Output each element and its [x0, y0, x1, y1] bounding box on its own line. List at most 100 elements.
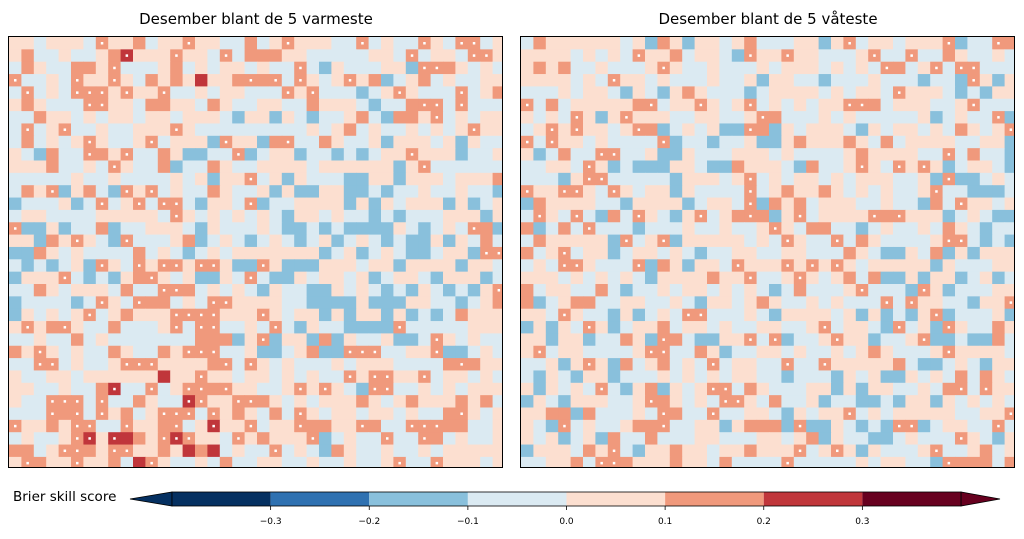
significance-dot	[76, 79, 79, 82]
grid-cell	[880, 432, 894, 446]
grid-cell	[558, 86, 572, 100]
grid-cell	[33, 333, 47, 347]
grid-cell	[917, 444, 931, 458]
grid-cell	[343, 222, 357, 236]
significance-dot	[972, 79, 975, 82]
grid-cell	[480, 172, 494, 186]
grid-cell	[545, 86, 559, 100]
grid-cell	[455, 308, 469, 322]
grid-cell	[620, 333, 634, 347]
significance-dot	[435, 338, 439, 341]
grid-cell	[620, 49, 634, 63]
grid-cell	[657, 49, 671, 63]
grid-cell	[607, 197, 621, 211]
grid-cell	[294, 246, 308, 260]
significance-dot	[774, 338, 777, 341]
grid-cell	[430, 209, 444, 223]
significance-dot	[88, 437, 91, 440]
grid-cell	[731, 185, 745, 199]
grid-cell	[182, 370, 196, 384]
grid-cell	[632, 419, 646, 433]
grid-cell	[120, 432, 134, 446]
grid-cell	[744, 111, 758, 124]
grid-cell	[83, 209, 97, 223]
grid-cell	[356, 456, 370, 467]
grid-cell	[570, 456, 584, 467]
grid-cell	[108, 222, 122, 236]
grid-cell	[405, 382, 419, 396]
grid-cell	[418, 135, 432, 149]
significance-dot	[612, 153, 616, 156]
grid-cell	[331, 123, 345, 137]
grid-cell	[480, 111, 494, 124]
grid-cell	[133, 111, 146, 124]
grid-cell	[207, 172, 221, 186]
grid-cell	[657, 395, 671, 408]
grid-cell	[133, 172, 146, 186]
grid-cell	[443, 222, 456, 236]
grid-cell	[967, 284, 981, 297]
grid-cell	[942, 61, 956, 75]
grid-cell	[418, 74, 432, 87]
grid-cell	[756, 358, 770, 371]
grid-cell	[455, 432, 469, 446]
grid-cell	[418, 222, 432, 236]
grid-cell	[632, 222, 646, 236]
grid-cell	[707, 98, 720, 112]
grid-cell	[195, 284, 208, 297]
grid-cell	[356, 197, 370, 211]
significance-dot	[885, 66, 889, 70]
grid-cell	[232, 37, 246, 50]
grid-cell	[244, 49, 258, 63]
grid-cell	[831, 246, 844, 260]
significance-dot	[187, 400, 191, 403]
grid-cell	[244, 185, 258, 199]
grid-cell	[95, 345, 109, 359]
grid-cell	[467, 61, 481, 75]
grid-cell	[955, 86, 968, 100]
grid-cell	[480, 86, 494, 100]
grid-cell	[343, 49, 357, 63]
grid-cell	[769, 135, 782, 149]
grid-cell	[558, 123, 572, 137]
colorbar-label: Brier skill score	[13, 489, 117, 505]
grid-cell	[343, 456, 357, 467]
significance-dot	[960, 66, 963, 70]
significance-dot	[100, 400, 104, 403]
grid-cell	[58, 234, 72, 248]
grid-cell	[157, 61, 171, 75]
significance-dot	[922, 338, 926, 341]
grid-cell	[669, 419, 683, 433]
grid-cell	[418, 123, 432, 137]
grid-cell	[467, 172, 481, 186]
grid-cell	[521, 37, 534, 50]
grid-cell	[58, 160, 72, 174]
grid-cell	[570, 432, 584, 446]
grid-cell	[195, 148, 208, 161]
grid-cell	[682, 135, 696, 149]
grid-cell	[744, 432, 758, 446]
grid-cell	[806, 407, 820, 421]
grid-cell	[133, 284, 146, 297]
grid-cell	[868, 444, 882, 458]
grid-cell	[95, 61, 109, 75]
grid-cell	[455, 284, 469, 297]
grid-cell	[207, 86, 221, 100]
grid-cell	[368, 284, 382, 297]
grid-cell	[281, 333, 295, 347]
grid-cell	[170, 222, 184, 236]
grid-cell	[368, 37, 382, 50]
grid-cell	[769, 407, 782, 421]
significance-dot	[761, 116, 765, 119]
grid-cell	[521, 74, 534, 87]
grid-cell	[133, 185, 146, 199]
significance-dot	[249, 79, 253, 82]
grid-cell	[455, 382, 469, 396]
grid-cell	[682, 49, 696, 63]
grid-cell	[368, 333, 382, 347]
grid-cell	[430, 222, 444, 236]
grid-cell	[620, 432, 634, 446]
significance-dot	[88, 91, 91, 94]
grid-cell	[9, 37, 22, 50]
grid-cell	[756, 197, 770, 211]
